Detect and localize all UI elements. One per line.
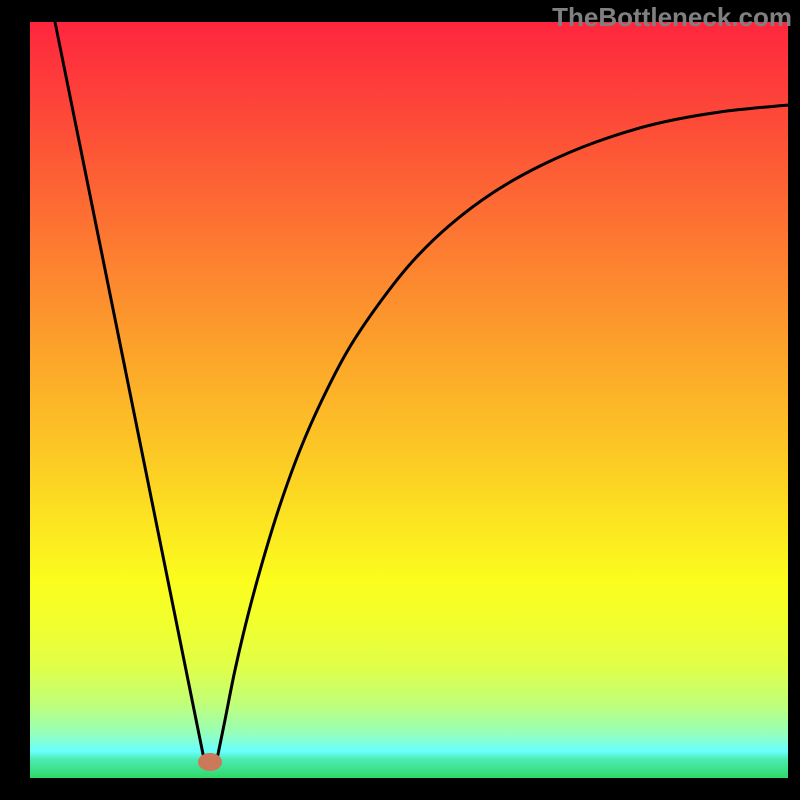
chart-container: TheBottleneck.com xyxy=(0,0,800,800)
chart-background-gradient xyxy=(30,22,788,778)
watermark-text: TheBottleneck.com xyxy=(552,2,792,33)
bottleneck-chart xyxy=(0,0,800,800)
minimum-marker xyxy=(198,753,222,771)
